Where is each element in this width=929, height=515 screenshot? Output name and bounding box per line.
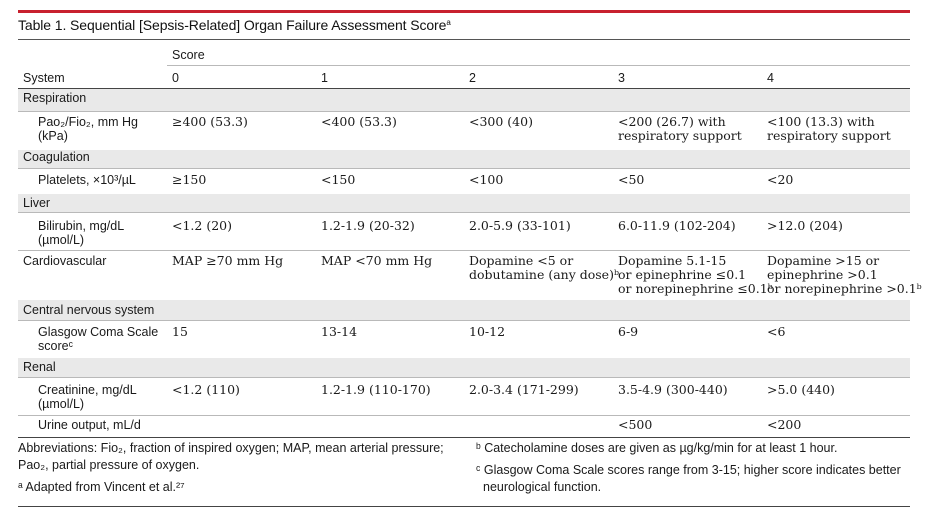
score-cell-cardiovascular-4: or norepinephrine >0.1ᵇ: [767, 281, 922, 296]
score-cell-liver-1: 1.2-1.9 (20-32): [321, 218, 415, 233]
system-band-respiration: [18, 89, 910, 111]
score-cell-cardiovascular-2: Dopamine <5 or: [469, 253, 574, 268]
system-band-liver: [18, 194, 910, 212]
score-cell-coagulation-3: <50: [618, 172, 645, 187]
system-label-cardiovascular: Cardiovascular: [23, 254, 107, 268]
score-cell-liver-0: <1.2 (20): [172, 218, 232, 233]
system-label-respiration: Respiration: [23, 91, 87, 105]
score-column-header-2: 2: [469, 71, 476, 85]
system-label-renal: Renal: [23, 360, 56, 374]
score-cell-central-nervous-system-1: 13-14: [321, 324, 358, 339]
table-title-text: Table 1. Sequential [Sepsis-Related] Org…: [18, 17, 447, 33]
score-cell-renal-3: <500: [618, 417, 653, 432]
score-cell-respiration-1: <400 (53.3): [321, 114, 397, 129]
score-cell-liver-4: >12.0 (204): [767, 218, 843, 233]
title-footnote-marker: a: [446, 18, 451, 27]
score-cell-respiration-0: ≥400 (53.3): [172, 114, 248, 129]
score-cell-cardiovascular-3: or epinephrine ≤0.1: [618, 267, 747, 282]
parameter-label: Bilirubin, mg/dL: [38, 219, 125, 233]
score-column-header-1: 1: [321, 71, 328, 85]
parameter-label: Pao₂/Fio₂, mm Hg: [38, 115, 139, 129]
footnote-bottom-rule: [18, 506, 910, 507]
score-cell-renal-3: 3.5-4.9 (300-440): [618, 382, 728, 397]
parameter-label: (µmol/L): [38, 233, 85, 247]
row-rule: [18, 111, 910, 112]
score-cell-respiration-4: <100 (13.3) with: [767, 114, 875, 129]
parameter-label: Glasgow Coma Scale: [38, 325, 159, 339]
score-column-header-3: 3: [618, 71, 625, 85]
parameter-label: scoreᶜ: [38, 339, 73, 353]
title-rule: [18, 39, 910, 40]
score-cell-coagulation-2: <100: [469, 172, 504, 187]
score-cell-renal-1: 1.2-1.9 (110-170): [321, 382, 431, 397]
score-cell-respiration-3: respiratory support: [618, 128, 742, 143]
score-header-rule: [167, 65, 910, 66]
footnote-abbreviations-line1: Abbreviations: Fio₂, fraction of inspire…: [18, 441, 444, 455]
score-column-header-0: 0: [172, 71, 179, 85]
score-cell-cardiovascular-2: dobutamine (any dose)ᵇ: [469, 267, 619, 282]
score-column-header-4: 4: [767, 71, 774, 85]
score-cell-coagulation-0: ≥150: [172, 172, 207, 187]
row-rule: [18, 377, 910, 378]
score-cell-cardiovascular-4: Dopamine >15 or: [767, 253, 880, 268]
score-cell-coagulation-1: <150: [321, 172, 356, 187]
parameter-label: Urine output, mL/d: [38, 418, 141, 432]
footnote-b: ᵇ Catecholamine doses are given as µg/kg…: [476, 441, 838, 455]
row-rule: [18, 212, 910, 213]
score-cell-renal-0: <1.2 (110): [172, 382, 240, 397]
footnote-c-line2: neurological function.: [483, 480, 602, 494]
header-bottom-rule: [18, 88, 910, 89]
table-bottom-rule: [18, 437, 910, 438]
parameter-label: (µmol/L): [38, 397, 85, 411]
score-cell-central-nervous-system-2: 10-12: [469, 324, 506, 339]
score-cell-respiration-2: <300 (40): [469, 114, 533, 129]
score-cell-central-nervous-system-0: 15: [172, 324, 188, 339]
row-rule: [18, 250, 910, 251]
score-cell-liver-3: 6.0-11.9 (102-204): [618, 218, 736, 233]
score-cell-renal-2: 2.0-3.4 (171-299): [469, 382, 579, 397]
score-cell-cardiovascular-3: or norepinephrine ≤0.1ᵇ: [618, 281, 773, 296]
footnote-a: ᵃ Adapted from Vincent et al.²⁷: [18, 480, 185, 494]
system-label-coagulation: Coagulation: [23, 150, 90, 164]
system-band-central-nervous-system: [18, 300, 910, 320]
system-label-liver: Liver: [23, 196, 51, 210]
score-cell-coagulation-4: <20: [767, 172, 794, 187]
row-rule: [18, 320, 910, 321]
system-label-central-nervous-system: Central nervous system: [23, 303, 155, 317]
score-cell-renal-4: <200: [767, 417, 802, 432]
footnote-c-line1: ᶜ Glasgow Coma Scale scores range from 3…: [476, 463, 901, 477]
system-band-coagulation: [18, 150, 910, 168]
score-cell-respiration-3: <200 (26.7) with: [618, 114, 726, 129]
score-cell-respiration-4: respiratory support: [767, 128, 891, 143]
score-cell-cardiovascular-1: MAP <70 mm Hg: [321, 253, 433, 268]
system-header: System: [23, 71, 65, 85]
table-title: Table 1. Sequential [Sepsis-Related] Org…: [18, 11, 910, 41]
row-rule: [18, 415, 910, 416]
score-cell-liver-2: 2.0-5.9 (33-101): [469, 218, 571, 233]
parameter-label: Creatinine, mg/dL: [38, 383, 137, 397]
score-cell-cardiovascular-3: Dopamine 5.1-15: [618, 253, 727, 268]
footnote-abbreviations-line2: Pao₂, partial pressure of oxygen.: [18, 458, 200, 472]
row-rule: [18, 168, 910, 169]
score-cell-central-nervous-system-3: 6-9: [618, 324, 639, 339]
score-cell-cardiovascular-4: epinephrine >0.1: [767, 267, 878, 282]
parameter-label: (kPa): [38, 129, 68, 143]
system-band-renal: [18, 358, 910, 377]
parameter-label: Platelets, ×10³/µL: [38, 173, 136, 187]
title-accent-rule: [18, 10, 910, 13]
score-cell-renal-4: >5.0 (440): [767, 382, 835, 397]
score-cell-cardiovascular-0: MAP ≥70 mm Hg: [172, 253, 284, 268]
score-cell-central-nervous-system-4: <6: [767, 324, 786, 339]
score-header: Score: [172, 48, 205, 62]
